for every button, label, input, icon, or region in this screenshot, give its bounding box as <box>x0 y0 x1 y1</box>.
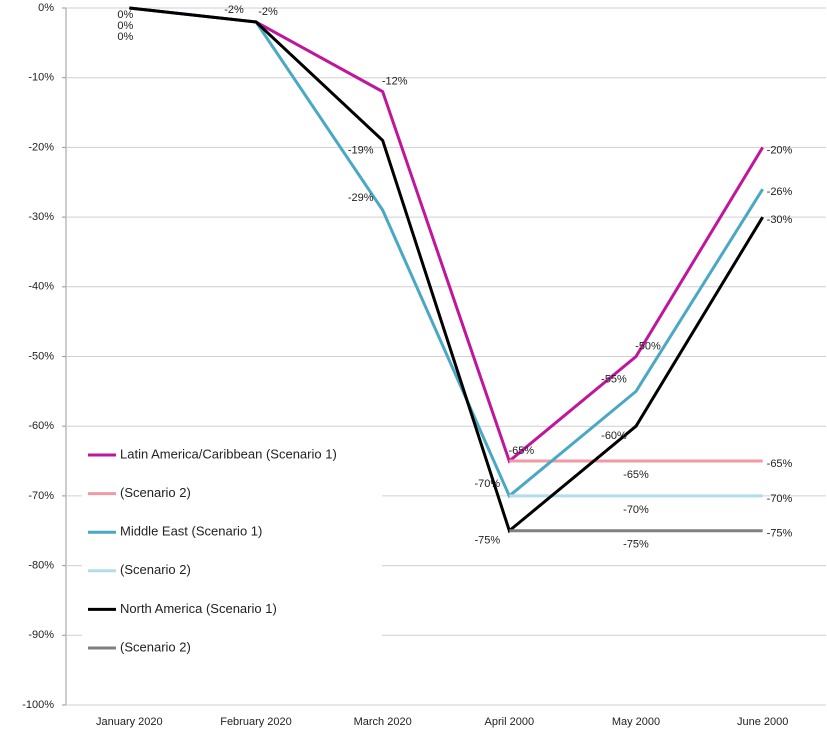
y-tick-label: -80% <box>28 560 54 572</box>
legend-label: Latin America/Caribbean (Scenario 1) <box>120 446 337 461</box>
data-label: -26% <box>767 186 793 198</box>
data-label: 0% <box>117 31 133 43</box>
x-tick-label: January 2020 <box>96 716 163 728</box>
y-tick-label: -70% <box>28 490 54 502</box>
data-label: -2% <box>258 6 278 18</box>
data-label: -65% <box>623 469 649 481</box>
data-label: -30% <box>767 214 793 226</box>
x-tick-label: May 2000 <box>612 716 660 728</box>
data-label: -19% <box>348 144 374 156</box>
data-label: 0% <box>117 20 133 32</box>
data-label: -70% <box>623 504 649 516</box>
legend-label: Middle East (Scenario 1) <box>120 524 262 539</box>
data-label: -65% <box>767 458 793 470</box>
y-tick-label: -100% <box>22 699 54 711</box>
x-tick-label: April 2000 <box>485 716 535 728</box>
legend-label: (Scenario 2) <box>120 562 191 577</box>
data-label: -75% <box>623 539 649 551</box>
data-label: -55% <box>601 373 627 385</box>
y-tick-label: 0% <box>38 2 54 14</box>
data-label: -60% <box>601 430 627 442</box>
data-label: -50% <box>635 340 661 352</box>
y-tick-label: -50% <box>28 350 54 362</box>
y-tick-label: -90% <box>28 629 54 641</box>
data-label: -29% <box>348 192 374 204</box>
legend: Latin America/Caribbean (Scenario 1) (Sce… <box>82 438 382 666</box>
x-tick-label: March 2020 <box>354 716 412 728</box>
legend-label: (Scenario 2) <box>120 485 191 500</box>
x-tick-label: June 2000 <box>737 716 788 728</box>
series-line <box>129 6 764 534</box>
y-tick-label: -60% <box>28 420 54 432</box>
series-line <box>129 6 764 464</box>
data-label: -75% <box>474 535 500 547</box>
y-tick-label: -30% <box>28 211 54 223</box>
data-label: -75% <box>767 528 793 540</box>
y-tick-label: -10% <box>28 72 54 84</box>
legend-box <box>82 438 382 666</box>
data-label: -12% <box>382 76 408 88</box>
data-label: -65% <box>508 445 534 457</box>
y-tick-label: -40% <box>28 281 54 293</box>
data-label: -2% <box>224 4 244 16</box>
legend-label: North America (Scenario 1) <box>120 601 277 616</box>
y-tick-label: -20% <box>28 141 54 153</box>
data-label: -20% <box>767 144 793 156</box>
series-line <box>129 6 764 499</box>
x-tick-label: February 2020 <box>220 716 292 728</box>
legend-label: (Scenario 2) <box>120 639 191 654</box>
data-label: -70% <box>767 493 793 505</box>
data-label: 0% <box>117 9 133 21</box>
